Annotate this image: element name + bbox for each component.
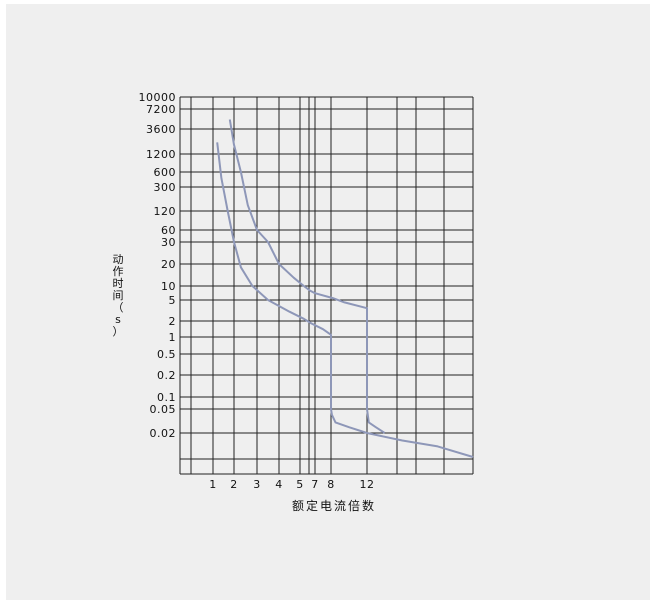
y-axis-label-char: （	[113, 301, 124, 314]
y-tick-label: 10	[161, 280, 176, 293]
x-tick-label: 1	[209, 478, 217, 491]
y-tick-label: 0.1	[157, 391, 176, 404]
y-tick-label: 0.5	[157, 348, 176, 361]
y-tick-label: 2	[169, 315, 177, 328]
y-tick-label: 1200	[146, 148, 176, 161]
y-tick-label: 0.2	[157, 369, 176, 382]
x-tick-label: 8	[327, 478, 335, 491]
y-tick-label: 60	[161, 224, 176, 237]
series-curve-2	[228, 119, 386, 434]
chart-svg: 10000720036001200600300120603020105210.5…	[113, 91, 474, 513]
chart-panel: 10000 7200 3600 1200 600 300 120 60 30 20 10 5 2 1 0.5…	[6, 4, 650, 600]
y-tick-label: 0.02	[150, 427, 177, 440]
x-tick-label: 7	[311, 478, 319, 491]
y-axis-label-char: 作	[113, 265, 124, 278]
x-tick-label: 4	[275, 478, 283, 491]
curves	[216, 119, 474, 458]
y-tick-label: 600	[154, 166, 177, 179]
x-tick-labels: 1 2 3 4 5 7 8 12	[209, 478, 374, 491]
x-tick-label: 2	[230, 478, 238, 491]
y-tick-label: 7200	[146, 103, 176, 116]
y-tick-label: 1	[169, 331, 177, 344]
x-tick-label: 5	[296, 478, 304, 491]
y-tick-label: 0.05	[150, 403, 177, 416]
y-tick-label: 10000	[139, 91, 177, 104]
y-axis-label-char: 动	[113, 253, 124, 266]
y-tick-label: 30	[161, 236, 176, 249]
series-curve-1	[216, 142, 474, 458]
x-axis-label: 额定电流倍数	[292, 498, 376, 513]
y-axis-label-char: 时	[113, 277, 124, 290]
y-tick-label: 20	[161, 258, 176, 271]
y-tick-label: 5	[169, 294, 177, 307]
y-axis-label-char: s	[115, 313, 121, 326]
y-tick-label: 300	[154, 181, 177, 194]
y-tick-label: 120	[154, 205, 177, 218]
x-tick-label: 3	[253, 478, 261, 491]
plot-grid	[179, 96, 474, 475]
y-axis-label-char: ）	[113, 325, 124, 338]
x-tick-label: 12	[360, 478, 375, 491]
y-tick-label: 3600	[146, 123, 176, 136]
y-axis-label-char: 间	[113, 289, 124, 302]
